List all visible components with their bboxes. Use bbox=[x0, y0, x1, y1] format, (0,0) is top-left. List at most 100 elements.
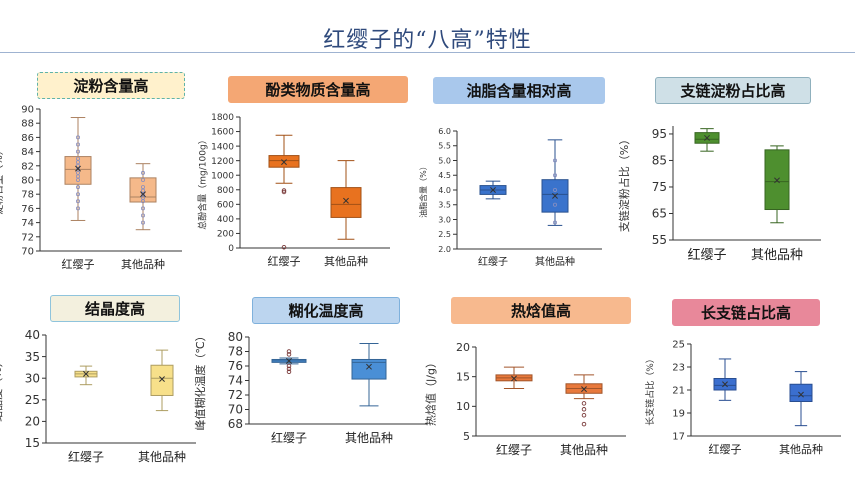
outlier-point bbox=[281, 188, 287, 193]
box-hongyingzi bbox=[64, 117, 92, 221]
y-tick-label: 19 bbox=[672, 409, 685, 420]
y-tick-label: 84 bbox=[21, 147, 34, 158]
page-title: 红缨子的“八高”特性 bbox=[323, 28, 532, 53]
x-category-label: 其他品种 bbox=[138, 450, 186, 464]
outlier-point bbox=[581, 407, 587, 412]
y-tick-label: 70 bbox=[21, 247, 34, 258]
outlier-point bbox=[286, 363, 292, 369]
title-divider bbox=[0, 52, 855, 53]
iqr-box bbox=[150, 364, 174, 396]
panel-title-oil: 油脂含量相对高 bbox=[433, 77, 605, 104]
x-category-label: 红缨子 bbox=[496, 442, 532, 457]
y-tick-label: 80 bbox=[21, 176, 34, 187]
y-tick-label: 55 bbox=[652, 233, 667, 247]
mean-marker bbox=[286, 357, 292, 364]
data-point bbox=[76, 192, 81, 197]
data-point bbox=[140, 220, 145, 225]
y-tick-label: 72 bbox=[21, 232, 34, 243]
y-tick-label: 80 bbox=[228, 330, 243, 344]
data-point bbox=[140, 206, 145, 211]
y-tick-label: 40 bbox=[25, 328, 40, 342]
y-tick-label: 5 bbox=[463, 430, 470, 443]
x-category-label: 其他品种 bbox=[560, 443, 608, 457]
panel-title-amylopectin: 支链淀粉占比高 bbox=[655, 77, 811, 104]
y-tick-label: 800 bbox=[217, 186, 234, 196]
y-tick-label: 600 bbox=[217, 200, 234, 210]
y-tick-label: 82 bbox=[21, 161, 34, 172]
y-tick-label: 70 bbox=[228, 403, 243, 417]
box-other-varieties bbox=[129, 163, 157, 231]
y-tick-label: 2.5 bbox=[438, 230, 451, 239]
outlier-point bbox=[581, 401, 587, 406]
outlier-point bbox=[286, 352, 292, 357]
iqr-box bbox=[268, 155, 300, 168]
mean-marker bbox=[159, 376, 165, 383]
mean-marker bbox=[83, 370, 89, 377]
box-hongyingzi bbox=[479, 180, 507, 200]
data-point bbox=[140, 177, 145, 182]
y-tick-label: 21 bbox=[672, 386, 685, 397]
y-tick-label: 88 bbox=[21, 119, 34, 130]
y-tick-label: 25 bbox=[672, 340, 685, 351]
y-tick-label: 6.0 bbox=[438, 127, 451, 136]
panel-title-long-chain: 长支链占比高 bbox=[672, 299, 820, 326]
data-point bbox=[76, 156, 81, 161]
mean-marker bbox=[75, 165, 81, 172]
y-tick-label: 3.0 bbox=[438, 215, 451, 224]
mean-marker bbox=[552, 192, 558, 199]
y-tick-label: 5.0 bbox=[438, 156, 451, 165]
y-tick-label: 20 bbox=[456, 341, 470, 354]
y-axis-label: 淀粉含量（%） bbox=[0, 145, 5, 215]
outlier-point bbox=[281, 245, 287, 250]
x-category-label: 红缨子 bbox=[709, 443, 742, 456]
y-axis-label: 支链淀粉占比（%） bbox=[617, 134, 631, 232]
mean-marker bbox=[343, 197, 349, 204]
mean-marker bbox=[366, 363, 372, 370]
y-tick-label: 23 bbox=[672, 363, 685, 374]
y-tick-label: 68 bbox=[228, 417, 243, 431]
y-tick-label: 10 bbox=[456, 400, 470, 413]
box-hongyingzi bbox=[74, 365, 98, 386]
iqr-box bbox=[64, 156, 92, 185]
mean-marker bbox=[140, 191, 146, 198]
mean-marker bbox=[704, 134, 710, 141]
x-category-label: 其他品种 bbox=[535, 255, 575, 268]
panel-title-phenol: 酚类物质含量高 bbox=[228, 76, 408, 103]
iqr-box bbox=[789, 383, 813, 402]
box-other-varieties bbox=[351, 343, 387, 407]
x-category-label: 红缨子 bbox=[478, 255, 508, 268]
box-hongyingzi bbox=[268, 134, 300, 250]
y-tick-label: 90 bbox=[21, 105, 34, 116]
x-category-label: 其他品种 bbox=[121, 257, 165, 271]
y-tick-label: 86 bbox=[21, 133, 34, 144]
box-hongyingzi bbox=[694, 128, 720, 152]
box-hongyingzi bbox=[495, 366, 533, 390]
y-tick-label: 1600 bbox=[211, 128, 234, 138]
panel-title-gelatinization: 糊化温度高 bbox=[252, 297, 400, 324]
y-tick-label: 15 bbox=[456, 371, 470, 384]
data-point bbox=[553, 202, 558, 207]
outlier-point bbox=[281, 189, 287, 195]
box-other-varieties bbox=[150, 349, 174, 412]
data-point bbox=[553, 158, 558, 163]
data-point bbox=[553, 187, 558, 192]
y-tick-label: 20 bbox=[25, 415, 40, 429]
y-tick-label: 74 bbox=[228, 374, 243, 388]
mean-marker bbox=[774, 177, 780, 184]
y-tick-label: 76 bbox=[228, 359, 243, 373]
y-axis-label: 油脂含量（%） bbox=[418, 162, 428, 218]
y-axis-label: 峰值糊化温度（℃） bbox=[193, 330, 207, 430]
iqr-box bbox=[330, 187, 362, 218]
box-hongyingzi bbox=[713, 358, 737, 401]
y-axis-label: 长支链占比（%） bbox=[644, 354, 656, 426]
outlier-point bbox=[581, 421, 587, 427]
data-point bbox=[76, 185, 81, 190]
mean-marker bbox=[511, 375, 517, 382]
y-tick-label: 78 bbox=[21, 190, 34, 201]
outlier-point bbox=[581, 412, 587, 418]
